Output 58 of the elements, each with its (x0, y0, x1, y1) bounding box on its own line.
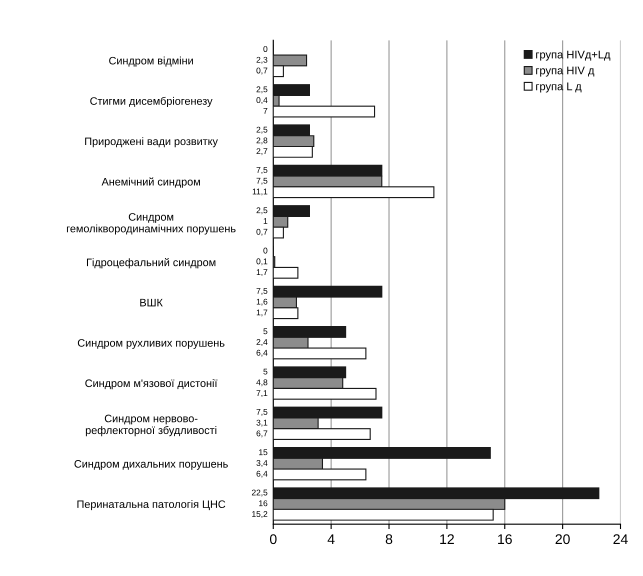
data-label: 0,1 (256, 258, 268, 266)
data-label: 1,7 (256, 269, 268, 276)
data-label: 6,4 (256, 350, 268, 357)
data-label: 0,4 (256, 97, 268, 104)
y-tick-label: Синдром гемоліквородинамічних порушень (66, 213, 236, 235)
y-tick-label: Синдром відміни (109, 56, 193, 67)
legend-label: група L д (536, 82, 582, 93)
data-label: 7,5 (256, 288, 268, 295)
data-label: 2,8 (256, 137, 268, 144)
data-label: 4,8 (256, 379, 268, 386)
data-label: 2,5 (256, 86, 268, 94)
y-tick-label: Природжені вади розвитку (85, 137, 218, 148)
data-label: 11,1 (252, 188, 268, 196)
data-label: 22,5 (252, 490, 268, 496)
y-tick-label: Перинатальна патологія ЦНС (77, 500, 226, 510)
x-tick-label: 24 (613, 534, 628, 544)
data-label: 7,5 (256, 409, 268, 416)
data-label: 1,7 (256, 310, 268, 316)
data-label: 0,7 (256, 68, 268, 74)
x-tick-label: 8 (386, 534, 392, 544)
data-label: 0,7 (256, 228, 268, 236)
y-tick-label: Синдром м'язової дистонії (85, 379, 218, 390)
y-tick-label: Синдром нервово- рефлекторної збудливості (86, 414, 216, 436)
y-tick-label: Гідроцефальний синдром (86, 258, 216, 268)
legend-label: група HIVд+Lд (536, 50, 610, 61)
data-label: 1 (264, 218, 268, 224)
x-tick-label: 4 (328, 534, 335, 544)
data-label: 2,7 (256, 148, 268, 156)
data-label: 6,7 (256, 430, 268, 438)
data-label: 6,4 (256, 470, 268, 478)
data-label: 1,6 (256, 298, 268, 306)
data-label: 2,4 (256, 339, 268, 346)
legend-label: група HIV д (536, 66, 594, 77)
y-tick-label: Анемічний синдром (102, 177, 200, 188)
x-tick-label: 20 (556, 534, 570, 544)
data-label: 7,5 (256, 167, 268, 174)
data-label: 7 (264, 108, 268, 114)
y-tick-label: Синдром рухливих порушень (78, 339, 224, 349)
x-tick-label: 16 (498, 534, 512, 544)
data-label: 7,1 (256, 390, 268, 398)
data-label: 2,5 (256, 126, 268, 134)
y-tick-label: Стигми дисембріогенезу (90, 96, 213, 108)
data-label: 2,5 (256, 207, 268, 214)
data-label: 5 (263, 328, 268, 334)
y-tick-label: ВШК (140, 298, 163, 306)
data-label: 15 (259, 449, 268, 456)
x-tick-label: 0 (270, 534, 277, 544)
data-label: 3,1 (256, 420, 268, 427)
data-label: 3,4 (256, 460, 268, 467)
y-tick-label: Синдром дихальних порушень (74, 460, 228, 470)
x-tick-label: 12 (440, 534, 454, 544)
data-label: 0 (263, 46, 268, 52)
data-label: 15,2 (252, 511, 268, 518)
data-label: 5 (263, 368, 268, 375)
data-label: 16 (259, 500, 268, 506)
data-label: 0 (263, 248, 268, 254)
data-label: 7,5 (256, 178, 268, 185)
data-label: 2,3 (256, 56, 268, 64)
